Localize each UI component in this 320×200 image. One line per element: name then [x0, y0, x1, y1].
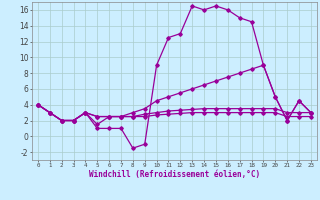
- X-axis label: Windchill (Refroidissement éolien,°C): Windchill (Refroidissement éolien,°C): [89, 170, 260, 179]
